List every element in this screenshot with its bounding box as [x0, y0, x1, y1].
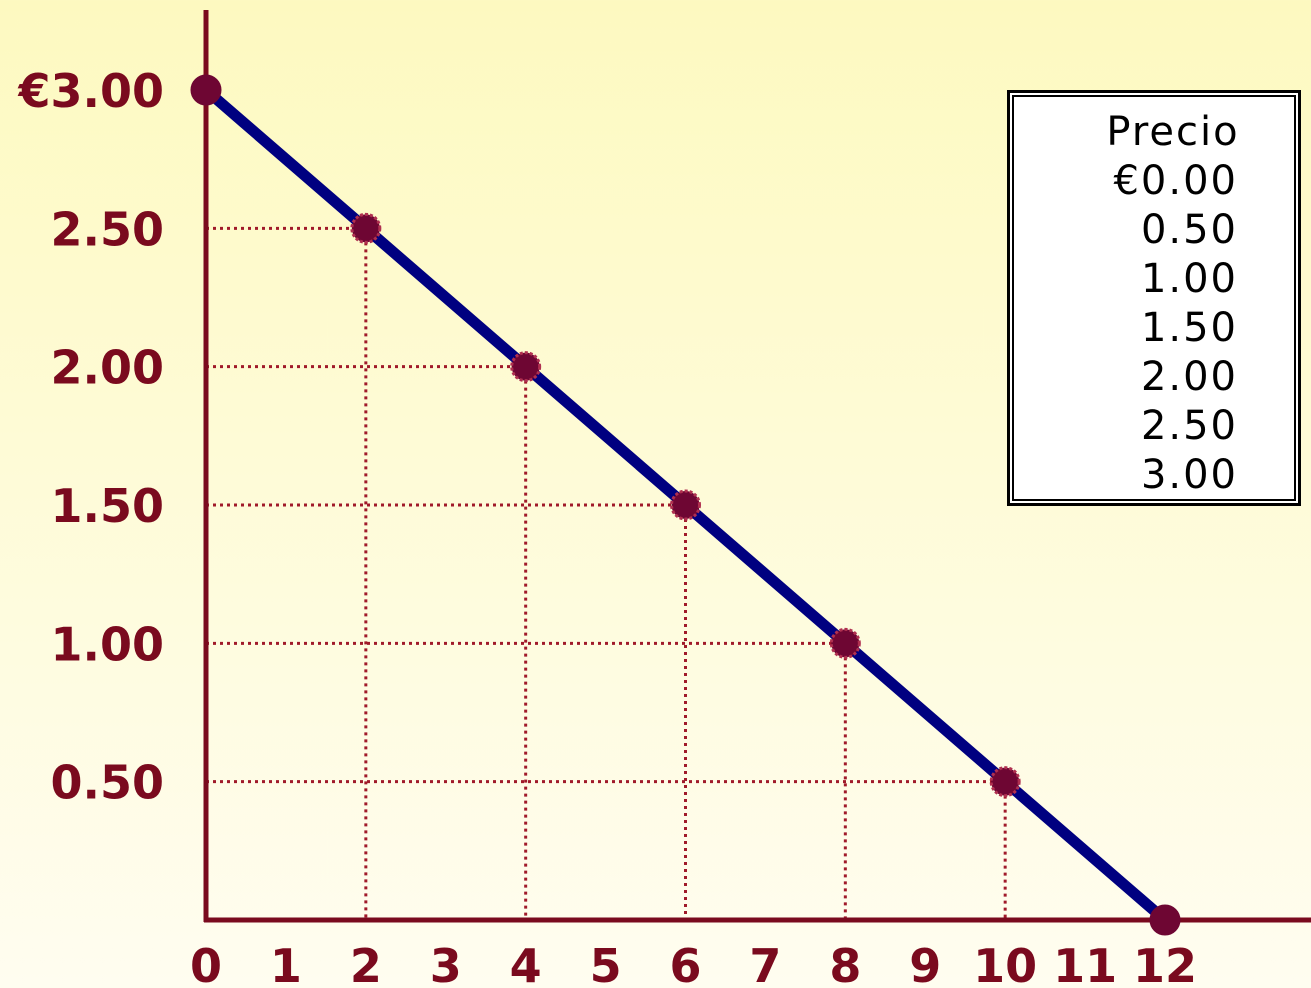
data-point — [989, 766, 1021, 798]
x-tick-labels: 0 1 2 3 4 5 6 7 8 9 10 11 12 — [190, 939, 1197, 988]
price-table: Precio €0.00 0.50 1.00 1.50 2.00 2.50 3.… — [1007, 90, 1301, 506]
data-point — [829, 627, 861, 659]
data-points — [190, 74, 1181, 936]
y-tick-label: 2.50 — [51, 202, 165, 256]
y-tick-label: 0.50 — [51, 756, 165, 810]
x-tick-label: 11 — [1053, 939, 1117, 988]
x-tick-label: 4 — [510, 939, 542, 988]
x-tick-label: 12 — [1133, 939, 1197, 988]
y-tick-label: 1.00 — [51, 617, 165, 671]
data-point — [350, 212, 382, 244]
x-tick-label: 3 — [430, 939, 462, 988]
x-tick-label: 2 — [350, 939, 382, 988]
y-tick-labels: 0.50 1.00 1.50 2.00 2.50 €3.00 — [17, 64, 164, 810]
x-tick-label: 8 — [829, 939, 861, 988]
x-tick-label: 10 — [973, 939, 1037, 988]
price-value: 2.00 — [1140, 354, 1238, 400]
price-table-title: Precio — [1106, 109, 1240, 155]
data-point — [190, 74, 222, 106]
price-value: €0.00 — [1113, 158, 1238, 204]
data-point — [510, 351, 542, 383]
price-value: 2.50 — [1140, 403, 1238, 449]
y-tick-label: 2.00 — [51, 341, 165, 395]
guide-lines — [206, 226, 1007, 920]
x-tick-label: 7 — [749, 939, 781, 988]
x-tick-label: 6 — [669, 939, 701, 988]
price-value: 3.00 — [1140, 452, 1238, 498]
price-value: 1.50 — [1140, 305, 1238, 351]
price-table-values: €0.00 0.50 1.00 1.50 2.00 2.50 3.00 — [1050, 157, 1238, 500]
axes — [203, 10, 1311, 923]
x-tick-label: 5 — [590, 939, 622, 988]
x-tick-label: 0 — [190, 939, 222, 988]
price-value: 0.50 — [1140, 207, 1238, 253]
price-value: 1.00 — [1140, 256, 1238, 302]
data-point — [1149, 904, 1181, 936]
y-tick-label: €3.00 — [17, 64, 164, 118]
y-tick-label: 1.50 — [51, 479, 165, 533]
x-tick-label: 9 — [909, 939, 941, 988]
x-tick-label: 1 — [270, 939, 302, 988]
data-point — [670, 489, 701, 521]
